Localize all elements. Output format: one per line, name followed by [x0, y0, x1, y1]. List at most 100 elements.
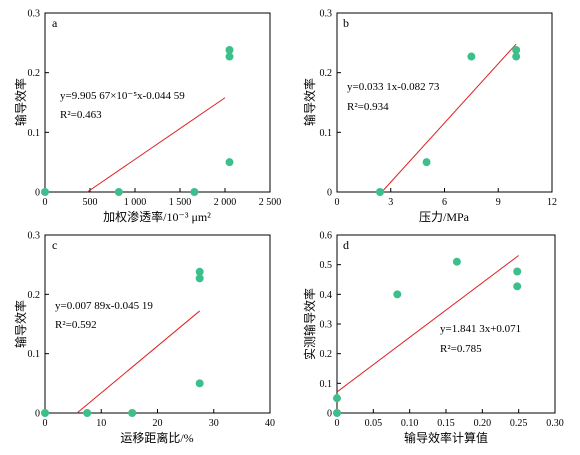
data-point-d	[333, 409, 341, 417]
x-tick-label-a: 0	[43, 197, 48, 208]
r2-b: R²=0.934	[347, 101, 389, 113]
marks-d	[333, 255, 522, 417]
x-tick-label-d: 0	[335, 418, 340, 429]
x-tick-label-c: 10	[96, 418, 106, 429]
ylabel-c: 输导效率	[13, 300, 28, 348]
x-tick-label-c: 0	[43, 418, 48, 429]
y-tick-label-d: 0.6	[320, 231, 333, 242]
equation-b: y=0.033 1x-0.082 73	[347, 81, 440, 93]
panel-b: 0 3 6 9 12 0 0.1 0.2 0.3 b y=0.033 1x-0.082 73 R…	[302, 9, 557, 225]
data-point-a	[225, 158, 234, 167]
x-tick-label-a: 500	[83, 197, 98, 208]
xlabel-a: 加权渗透率/10⁻³ μm²	[103, 209, 211, 224]
equation-a: y=9.905 67×10⁻⁵x-0.044 59	[60, 90, 185, 102]
y-tick-label-c: 0.1	[28, 349, 41, 360]
data-point-c	[195, 274, 204, 283]
fit-line-b	[381, 43, 517, 193]
x-tick-label-d: 0.15	[437, 418, 455, 429]
y-tick-label-c: 0.3	[28, 231, 41, 242]
fit-line-d	[336, 255, 519, 393]
x-tick-label-a: 1 000	[124, 197, 147, 208]
y-tick-label-b: 0.1	[320, 128, 333, 139]
equation-c: y=0.007 89x-0.045 19	[55, 300, 153, 312]
y-tick-label-d: 0.4	[320, 290, 333, 301]
axis-ticks-d: 0 0.05 0.10 0.15 0.20 0.25 0.30 0 0.1 0.2 0.3 0.4 0.…	[320, 231, 564, 430]
fit-line-a	[87, 97, 226, 193]
data-point-a	[225, 52, 234, 61]
y-tick-label-d: 0.3	[320, 320, 333, 331]
xlabel-d: 输导效率计算值	[404, 430, 488, 445]
data-point-d	[393, 290, 402, 299]
r2-c: R²=0.592	[55, 319, 97, 331]
x-tick-label-a: 1 500	[169, 197, 192, 208]
data-point-c	[128, 409, 137, 417]
y-tick-label-d: 0	[327, 409, 332, 420]
x-tick-label-b: 3	[388, 197, 393, 208]
y-tick-label-c: 0.2	[28, 290, 41, 301]
r2-a: R²=0.463	[60, 109, 102, 121]
data-point-d	[513, 267, 522, 276]
x-tick-label-c: 20	[153, 418, 163, 429]
panel-label-a: a	[52, 16, 58, 30]
axis-ticks-a: 0 500 1 000 1 500 2 000 2 500 0 0.1 0.2 0.3	[28, 9, 282, 209]
y-tick-label-a: 0	[35, 188, 40, 199]
x-tick-label-d: 0.25	[510, 418, 528, 429]
data-point-d	[333, 394, 341, 403]
panel-label-b: b	[343, 16, 349, 30]
y-tick-label-a: 0.1	[28, 128, 41, 139]
x-tick-label-b: 12	[547, 197, 557, 208]
marks-c	[41, 267, 204, 417]
marks-a	[41, 45, 234, 196]
panel-a: 0 500 1 000 1 500 2 000 2 500 0 0.1 0.2 0.3 a y=9…	[13, 9, 281, 225]
data-point-b	[512, 52, 521, 61]
marks-b	[376, 43, 521, 196]
data-point-c	[83, 409, 92, 417]
data-point-b	[376, 188, 384, 196]
y-tick-label-a: 0.2	[28, 68, 41, 79]
ylabel-d: 实测输导效率	[302, 288, 317, 360]
y-tick-label-d: 0.5	[320, 260, 333, 271]
data-point-b	[512, 45, 521, 54]
x-tick-label-d: 0.05	[365, 418, 383, 429]
ylabel-b: 输导效率	[302, 78, 317, 126]
x-tick-label-b: 9	[496, 197, 501, 208]
data-point-b	[422, 158, 431, 167]
y-tick-label-b: 0.3	[320, 9, 333, 20]
x-tick-label-a: 2 500	[259, 197, 282, 208]
data-point-b	[467, 52, 476, 61]
x-tick-label-d: 0.30	[546, 418, 564, 429]
y-tick-label-c: 0	[35, 409, 40, 420]
data-point-c	[195, 379, 204, 388]
data-point-a	[41, 188, 49, 196]
fit-line-c	[76, 310, 201, 414]
axis-ticks-b: 0 3 6 9 12 0 0.1 0.2 0.3	[320, 9, 558, 209]
data-point-a	[190, 188, 199, 196]
x-tick-label-c: 30	[209, 418, 219, 429]
ylabel-a: 输导效率	[13, 78, 28, 126]
x-tick-label-d: 0.10	[401, 418, 419, 429]
axis-ticks-c: 0 10 20 30 40 0 0.1 0.2 0.3	[28, 231, 276, 430]
y-tick-label-b: 0.2	[320, 68, 333, 79]
xlabel-c: 运移距离比/%	[120, 430, 193, 445]
panel-c: 0 10 20 30 40 0 0.1 0.2 0.3 c y=0.007 89x-0.045 …	[13, 231, 275, 446]
y-tick-label-a: 0.3	[28, 9, 41, 20]
data-point-c	[41, 409, 49, 417]
y-tick-label-d: 0.2	[320, 349, 333, 360]
x-tick-label-b: 0	[335, 197, 340, 208]
panel-d: 0 0.05 0.10 0.15 0.20 0.25 0.30 0 0.1 0.2 0.3 0.4 0.…	[302, 231, 564, 446]
panel-label-c: c	[52, 238, 57, 252]
plot-area-a	[44, 12, 271, 193]
x-tick-label-c: 40	[265, 418, 275, 429]
data-point-d	[452, 257, 461, 266]
data-point-a	[225, 45, 234, 54]
data-point-d	[513, 282, 522, 291]
equation-d: y=1.841 3x+0.071	[440, 323, 521, 335]
data-point-c	[195, 267, 204, 276]
y-tick-label-b: 0	[327, 188, 332, 199]
x-tick-label-a: 2 000	[214, 197, 237, 208]
xlabel-b: 压力/MPa	[419, 210, 470, 224]
r2-d: R²=0.785	[440, 343, 482, 355]
y-tick-label-d: 0.1	[320, 379, 333, 390]
panel-label-d: d	[343, 238, 349, 252]
